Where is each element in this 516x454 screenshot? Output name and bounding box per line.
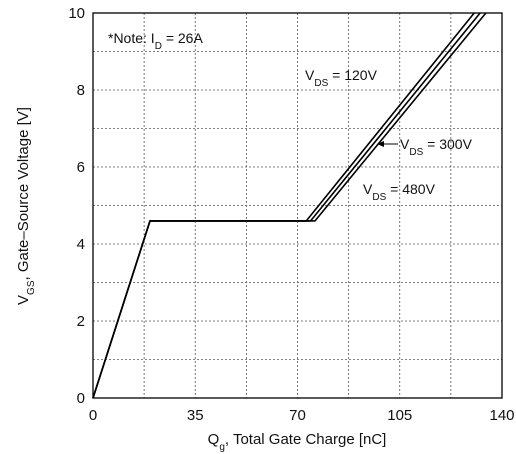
- y-tick-label: 2: [77, 313, 85, 330]
- tick-labels: 0 35 70 105 140 0 2 4 6 8 10: [68, 5, 514, 424]
- x-tick-label: 105: [387, 407, 412, 424]
- note-label: *Note: ID = 26A: [108, 30, 203, 52]
- y-tick-label: 8: [77, 82, 85, 99]
- series-lines: [92, 12, 487, 399]
- x-tick-label: 35: [187, 407, 204, 424]
- y-tick-label: 6: [77, 159, 85, 176]
- y-tick-label: 4: [77, 236, 85, 253]
- vds-300-pointer-arrowhead: [377, 141, 384, 147]
- series-label-vds-480: VDS = 480V: [363, 181, 436, 203]
- grid-lines: [93, 13, 502, 398]
- y-tick-label: 0: [77, 390, 85, 407]
- y-axis-label: VGS, Gate–Source Voltage [V]: [15, 107, 37, 305]
- x-axis-label: Qg, Total Gate Charge [nC]: [208, 431, 387, 453]
- plot-frame: [92, 12, 503, 399]
- x-tick-label: 140: [489, 407, 514, 424]
- y-tick-label: 10: [68, 5, 85, 22]
- series-label-vds-120: VDS = 120V: [305, 67, 378, 89]
- x-tick-label: 0: [89, 407, 97, 424]
- x-tick-label: 70: [289, 407, 306, 424]
- series-line-2: [92, 12, 487, 399]
- series-label-vds-300: VDS = 300V: [400, 136, 473, 158]
